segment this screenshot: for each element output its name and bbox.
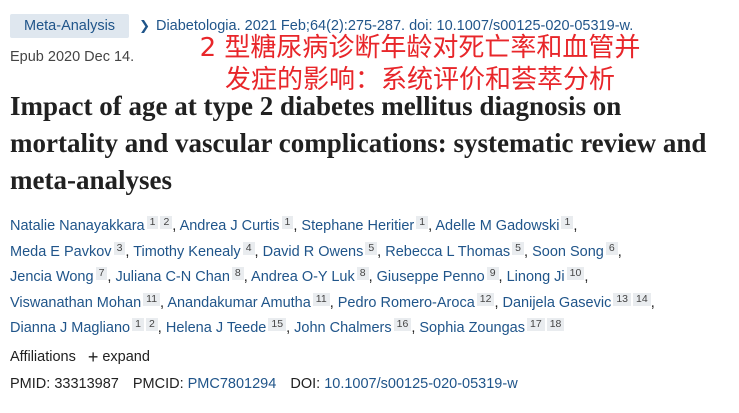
author-name[interactable]: Andrea O-Y Luk [251, 269, 355, 285]
affiliation-number[interactable]: 17 [527, 318, 545, 331]
identifiers: PMID: 33313987 PMCID: PMC7801294 DOI: 10… [10, 376, 518, 392]
separator: , [617, 243, 622, 260]
affiliation-number[interactable]: 11 [143, 292, 161, 306]
separator: , [524, 243, 529, 260]
author-name[interactable]: Rebecca L Thomas [385, 243, 511, 260]
separator: , [286, 320, 291, 336]
author-name[interactable]: Adelle M Gadowski [435, 218, 560, 234]
affiliation-number[interactable]: 9 [486, 267, 499, 280]
affiliation-number[interactable]: 1 [281, 216, 294, 229]
author-name[interactable]: Stephane Heritier [301, 218, 415, 234]
badge[interactable]: Meta-Analysis [10, 14, 130, 38]
author-name[interactable]: Danijela Gasevic [502, 294, 612, 311]
plus-icon[interactable]: + [87, 347, 99, 367]
affiliation-number[interactable]: 7 [95, 267, 108, 280]
affiliation-number[interactable]: 5 [512, 241, 525, 255]
separator: , [329, 294, 334, 311]
affiliation-number[interactable]: 11 [312, 292, 330, 306]
separator: , [368, 269, 373, 285]
affiliation-number[interactable]: 14 [633, 292, 651, 306]
expand-button[interactable]: expand [102, 349, 150, 365]
affiliations-label: Affiliations [10, 349, 76, 365]
affiliation-number[interactable]: 8 [231, 267, 244, 280]
affiliation-number[interactable]: 2 [160, 216, 173, 229]
affiliation-number[interactable]: 1 [132, 318, 144, 331]
epub-date: Epub 2020 Dec 14. [10, 49, 135, 65]
affiliation-number[interactable]: 1 [416, 216, 429, 229]
author-name[interactable]: John Chalmers [294, 320, 392, 336]
separator: , [254, 243, 259, 260]
author-name[interactable]: Andrea J Curtis [179, 218, 280, 234]
affiliation-number[interactable]: 5 [365, 241, 378, 255]
separator: , [160, 294, 165, 311]
author-name[interactable]: Pedro Romero-Aroca [337, 294, 475, 311]
author-name[interactable]: Soon Song [532, 243, 604, 260]
author-name[interactable]: Natalie Nanayakkara [10, 218, 145, 234]
chevron: ❯ [139, 18, 150, 33]
pmid-label: PMID: [10, 376, 51, 392]
citation-bar: Meta-Analysis ❯ Diabetologia. 2021 Feb;6… [10, 14, 633, 38]
doi-label: DOI: [290, 376, 321, 392]
author-name[interactable]: Linong Ji [506, 269, 565, 285]
separator: , [411, 320, 416, 336]
author-name[interactable]: Jencia Wong [10, 269, 94, 285]
translation-overlay: 2 型糖尿病诊断年龄对死亡率和血管并 发症的影响：系统评价和荟萃分析 [150, 32, 690, 96]
author-name[interactable]: Helena J Teede [165, 320, 267, 336]
separator: , [157, 320, 162, 336]
separator: , [494, 294, 499, 311]
separator: , [573, 218, 578, 234]
author-name[interactable]: Viswanathan Mohan [10, 294, 142, 311]
author-name[interactable]: David R Owens [262, 243, 364, 260]
affiliation-number[interactable]: 16 [393, 318, 412, 331]
separator: , [377, 243, 382, 260]
author-name[interactable]: Juliana C-N Chan [115, 269, 230, 285]
separator: , [428, 218, 433, 234]
affiliation-number[interactable]: 15 [268, 318, 287, 331]
author-name[interactable]: Giuseppe Penno [376, 269, 485, 285]
author-name[interactable]: Timothy Kenealy [133, 243, 241, 260]
author-name[interactable]: Meda E Pavkov [10, 243, 112, 260]
overlay-line: 2 型糖尿病诊断年龄对死亡率和血管并 [199, 33, 641, 63]
author-list: Natalie Nanayakkara 1 2, Andrea J Curtis 1,… [10, 214, 738, 342]
separator: , [107, 269, 112, 285]
citation: . 2021 Feb;64(2):275-287. doi: 10.1007/s… [236, 18, 634, 34]
affiliations: Affiliations + expand [10, 347, 150, 367]
affiliation-number[interactable]: 1 [146, 216, 159, 229]
affiliation-number[interactable]: 10 [566, 267, 585, 280]
separator: , [293, 218, 298, 234]
journal-link[interactable]: Diabetologia [155, 18, 237, 34]
author-name[interactable]: Anandakumar Amutha [167, 294, 311, 311]
article-title: Impact of age at type 2 diabetes mellitu… [10, 91, 707, 195]
author-name[interactable]: Sophia Zoungas [419, 320, 525, 336]
doi-link[interactable]: 10.1007/s00125-020-05319-w [324, 376, 518, 392]
affiliation-number[interactable]: 8 [356, 267, 369, 280]
affiliation-number[interactable]: 12 [476, 292, 495, 306]
separator: , [498, 269, 503, 285]
pmcid-label: PMCID: [132, 376, 184, 392]
affiliation-number[interactable]: 3 [113, 241, 126, 255]
overlay-line: 发症的影响：系统评价和荟萃分析 [224, 65, 615, 95]
affiliation-number[interactable]: 18 [546, 318, 565, 331]
separator: , [172, 218, 177, 234]
separator: , [125, 243, 130, 260]
pmcid-link[interactable]: PMC7801294 [187, 376, 277, 392]
affiliation-number[interactable]: 4 [242, 241, 255, 255]
author-name[interactable]: Dianna J Magliano [10, 320, 131, 336]
affiliation-number[interactable]: 6 [605, 241, 618, 255]
separator: , [650, 294, 655, 311]
separator: , [584, 269, 589, 285]
pmid: 33313987 [54, 376, 119, 392]
affiliation-number[interactable]: 2 [145, 318, 158, 331]
separator: , [243, 269, 248, 285]
affiliation-number[interactable]: 1 [561, 216, 574, 229]
affiliation-number[interactable]: 13 [613, 292, 632, 306]
